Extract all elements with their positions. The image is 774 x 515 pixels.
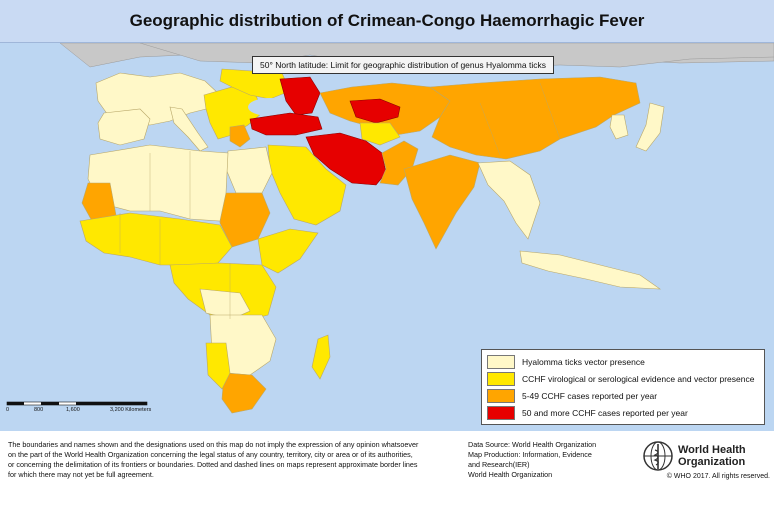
legend-swatch — [487, 405, 515, 420]
legend-item-cases-5-49: 5-49 CCHF cases reported per year — [487, 387, 759, 404]
region-italy — [169, 106, 209, 152]
map-legend: Hyalomma ticks vector presence CCHF viro… — [481, 349, 765, 425]
credit-line: Map Production: Information, Evidence — [468, 450, 592, 459]
region-indonesia — [519, 250, 662, 290]
scale-tick-1600: 1,600 — [66, 407, 80, 413]
legend-item-cases-50-plus: 50 and more CCHF cases reported per year — [487, 404, 759, 421]
who-emblem-icon — [643, 441, 673, 471]
region-india — [403, 154, 481, 250]
scale-tick-0: 0 — [6, 407, 10, 413]
region-greece — [229, 124, 251, 148]
latitude-note: 50° North latitude: Limit for geographic… — [252, 56, 554, 74]
disclaimer-text: The boundaries and names shown and the d… — [8, 440, 419, 479]
scale-bar-graphic — [6, 401, 148, 406]
credit-line: and Research(IER) — [468, 460, 530, 469]
who-logo: World Health Organization — [642, 438, 767, 474]
region-namibia — [205, 342, 231, 390]
legend-swatch — [487, 388, 515, 403]
region-south-russia — [279, 76, 321, 116]
title-bar: Geographic distribution of Crimean-Congo… — [0, 0, 774, 43]
legend-swatch — [487, 354, 515, 369]
page-title: Geographic distribution of Crimean-Congo… — [129, 11, 645, 30]
region-central-asia-yellow — [359, 122, 401, 146]
map-area — [0, 43, 774, 431]
region-japan — [635, 102, 665, 152]
legend-swatch — [487, 371, 515, 386]
legend-label: CCHF virological or serological evidence… — [522, 373, 755, 384]
region-egypt — [225, 146, 273, 194]
map-svg — [0, 43, 774, 431]
legend-label: 50 and more CCHF cases reported per year — [522, 407, 688, 418]
region-iberia — [97, 108, 151, 146]
copyright: © WHO 2017. All rights reserved. — [666, 473, 770, 480]
region-iran — [305, 132, 387, 186]
scale-tick-800: 800 — [34, 407, 44, 413]
who-name: World Health Organization — [678, 444, 746, 468]
region-ukraine — [219, 68, 291, 100]
scale-bar: 0 800 1,600 3,200 Kilometers — [6, 401, 156, 417]
region-southeast-asia — [477, 160, 541, 240]
legend-item-evidence: CCHF virological or serological evidence… — [487, 370, 759, 387]
region-korea — [609, 114, 629, 140]
legend-label: 5-49 CCHF cases reported per year — [522, 390, 658, 401]
credit-line: Data Source: World Health Organization — [468, 440, 597, 449]
credit-line: World Health Organization — [468, 470, 553, 479]
credits: Data Source: World Health Organization M… — [468, 440, 628, 480]
footer: The boundaries and names shown and the d… — [0, 432, 774, 515]
legend-item-hyalomma: Hyalomma ticks vector presence — [487, 353, 759, 370]
scale-tick-3200: 3,200 Kilometers — [110, 407, 152, 413]
region-arabia — [267, 144, 347, 226]
region-kazakhstan-red — [349, 98, 401, 124]
region-turkey — [249, 112, 323, 136]
region-madagascar — [311, 334, 331, 380]
region-pakistan — [379, 140, 419, 186]
black-sea — [248, 98, 292, 116]
country-borders — [119, 82, 561, 319]
region-south-africa — [221, 372, 267, 414]
legend-label: Hyalomma ticks vector presence — [522, 356, 645, 367]
